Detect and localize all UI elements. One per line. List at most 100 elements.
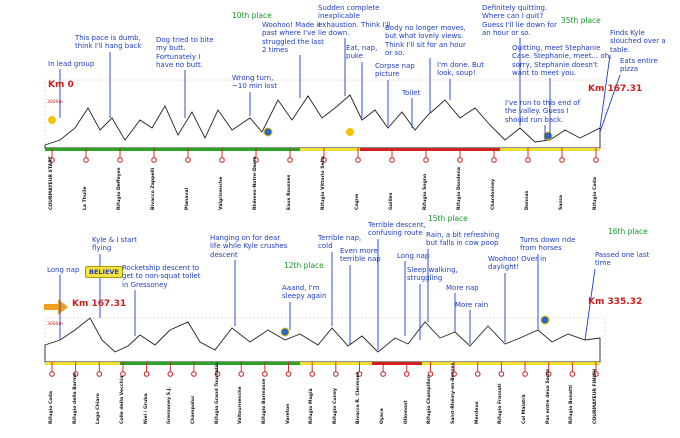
station-label: Rifugio Bonatti bbox=[569, 385, 575, 424]
station-label: Bivacco R. Clermont bbox=[356, 371, 362, 424]
sun-icon bbox=[48, 116, 56, 124]
place-label: 16th place bbox=[608, 227, 648, 236]
station-marker bbox=[219, 157, 225, 163]
annotation: Long nap bbox=[47, 266, 80, 274]
station-marker bbox=[120, 371, 126, 377]
station-label: Rifugio Coda bbox=[49, 391, 54, 424]
station-label: Ollomont bbox=[403, 400, 409, 424]
station-label: Vareton bbox=[285, 403, 291, 424]
station-marker bbox=[96, 371, 103, 377]
elevation-profile bbox=[44, 94, 601, 149]
station-marker bbox=[167, 371, 174, 377]
station-marker bbox=[389, 157, 395, 163]
annotation: Sleep walking, struggling bbox=[407, 266, 458, 283]
believe-badge: BELIEVE bbox=[85, 266, 123, 278]
station-label: Rifugio Champillon bbox=[427, 375, 433, 424]
pointer-line bbox=[584, 268, 596, 341]
station-marker bbox=[423, 157, 429, 163]
station-marker bbox=[72, 371, 79, 377]
station-marker bbox=[491, 157, 497, 163]
station-label: Rhêmes-Notre-Dame bbox=[253, 156, 258, 210]
place-label: 35th place bbox=[561, 16, 601, 25]
station-marker bbox=[403, 371, 410, 377]
station-label: Niel / Gruba bbox=[143, 393, 149, 424]
annotation: Finds Kyle slouched over a table. bbox=[610, 29, 666, 54]
station-marker bbox=[253, 157, 259, 163]
km-end-label: Km 335.32 bbox=[588, 297, 643, 307]
station-marker bbox=[191, 371, 197, 377]
annotation: Terrible descent, confusing route bbox=[368, 221, 426, 238]
station-label: Eaux Rousses bbox=[287, 174, 292, 210]
annotation: I'm done. But look, soup! bbox=[437, 61, 484, 78]
station-marker bbox=[451, 371, 457, 377]
moon-icon bbox=[263, 127, 273, 137]
km-end-label: Km 167.31 bbox=[588, 84, 643, 94]
place-label: 12th place bbox=[284, 261, 324, 270]
annotation: This pace is dumb, think I'll hang back bbox=[75, 34, 142, 51]
segment-bar bbox=[372, 362, 422, 365]
annotation: Hanging on for dear life while Kyle crus… bbox=[210, 234, 288, 259]
segment-bar bbox=[45, 148, 300, 151]
station-label: COURMAYEUR START bbox=[49, 156, 54, 210]
annotation: Rocketship descent to get to non-squat t… bbox=[122, 264, 201, 289]
station-label: Rifugio Barmasse bbox=[261, 378, 267, 424]
annotation: Eats entire pizza bbox=[620, 57, 658, 74]
station-label: Rifugio Dondena bbox=[457, 166, 462, 210]
station-label: Bivacco Zappelli bbox=[151, 167, 156, 210]
station-marker bbox=[238, 371, 245, 377]
km-start-label: Km 0 bbox=[48, 80, 74, 90]
segment-bar bbox=[120, 362, 300, 365]
annotation: I've run to this end of the valley. Gues… bbox=[505, 99, 581, 124]
station-marker bbox=[49, 371, 55, 377]
station-label: Rifugio della Barma bbox=[72, 372, 78, 424]
station-label: Saint-Rhémy-en-Bosses bbox=[451, 362, 457, 424]
station-marker bbox=[285, 371, 292, 377]
station-label: Gressoney S.J. bbox=[167, 386, 173, 424]
annotation: Eat, nap, puke bbox=[346, 44, 378, 61]
pointer-line bbox=[599, 54, 611, 129]
moon-icon bbox=[540, 315, 550, 325]
annotation: Terrible nap, cold bbox=[318, 234, 362, 251]
annotation: Toilet bbox=[402, 89, 421, 97]
segment-bar bbox=[500, 148, 600, 151]
station-marker bbox=[83, 157, 89, 163]
station-label: Oyace bbox=[380, 408, 386, 424]
station-marker bbox=[356, 371, 363, 377]
segment-bar bbox=[422, 362, 600, 365]
sun-icon bbox=[346, 128, 354, 136]
station-label: Colle della Vecchia bbox=[119, 375, 125, 424]
station-marker bbox=[143, 371, 150, 377]
station-marker bbox=[287, 157, 293, 163]
station-label: Goilles bbox=[389, 192, 394, 210]
station-label: Col Malatrà bbox=[522, 394, 528, 424]
station-marker bbox=[214, 371, 221, 377]
segment-bar bbox=[300, 148, 360, 151]
annotation: Kyle & I start flying bbox=[92, 236, 137, 253]
station-label: Merdeux bbox=[474, 401, 480, 424]
segment-bar bbox=[45, 362, 120, 365]
station-label: Rifugio Deffeyes bbox=[117, 167, 122, 210]
annotation: In lead group bbox=[48, 60, 95, 68]
station-marker bbox=[569, 371, 576, 377]
elevation-profile bbox=[44, 317, 601, 363]
station-label: COURMAYEUR FINISH bbox=[593, 368, 598, 424]
station-label: Lago Chiaro bbox=[96, 393, 102, 424]
station-marker bbox=[522, 371, 528, 377]
station-label: Rifugio Cuney bbox=[332, 387, 338, 424]
station-label: Valgrisenche bbox=[219, 176, 224, 210]
station-label: Rifugio Grand Tournalin bbox=[214, 362, 220, 424]
km-start-label: Km 167.31 bbox=[72, 299, 127, 309]
station-label: Rifugio Magià bbox=[309, 388, 315, 424]
annotation: Aaand, I'm sleepy again bbox=[282, 284, 327, 301]
annotation: Wrong turn, ~10 min lost bbox=[232, 74, 278, 91]
station-marker bbox=[117, 157, 123, 163]
station-marker bbox=[380, 371, 386, 377]
station-marker bbox=[457, 157, 463, 163]
station-label: Champoluc bbox=[190, 395, 196, 424]
altitude-label: 3000m bbox=[47, 322, 63, 327]
station-marker bbox=[498, 371, 505, 377]
station-marker bbox=[321, 157, 327, 163]
station-marker bbox=[185, 157, 191, 163]
